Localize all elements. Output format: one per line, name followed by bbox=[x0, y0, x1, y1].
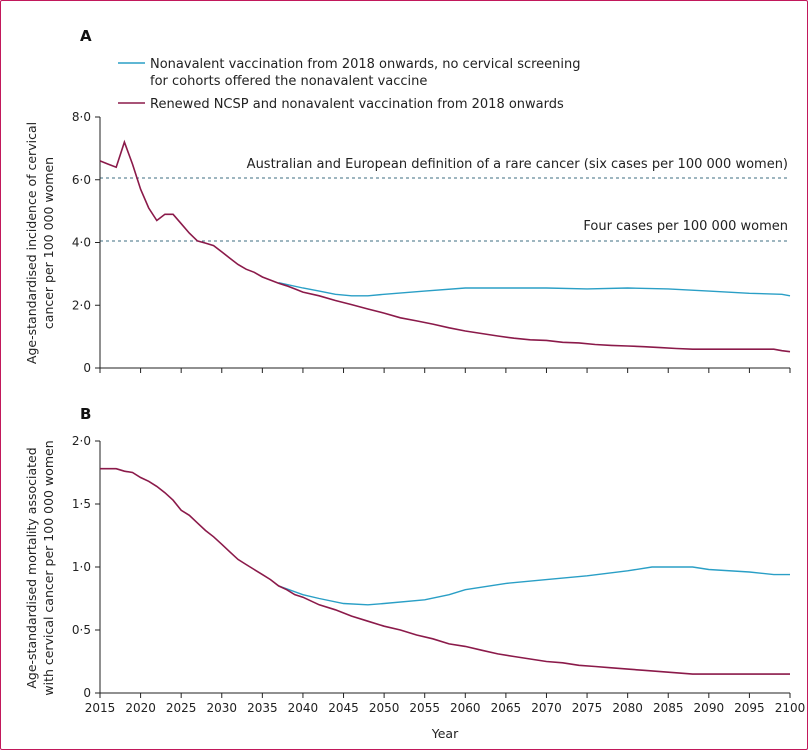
reference-label-rare-cancer: Australian and European definition of a … bbox=[247, 157, 788, 172]
panel-b-xtick-16: 2095 bbox=[734, 701, 765, 715]
panel-b-xtick-2: 2025 bbox=[166, 701, 197, 715]
panel-b-xtick-0: 2015 bbox=[85, 701, 116, 715]
panel-a-label: A bbox=[80, 27, 92, 45]
legend-label-renewed-ncsp: Renewed NCSP and nonavalent vaccination … bbox=[150, 97, 564, 112]
panel-b-xtick-9: 2060 bbox=[450, 701, 481, 715]
panel-b-ytick-1: 0·5 bbox=[72, 623, 91, 637]
panel-a-ylabel-line1: Age-standardised incidence of cervical bbox=[24, 122, 39, 364]
panel-b-label: B bbox=[80, 405, 91, 423]
panel-b-xtick-13: 2080 bbox=[612, 701, 643, 715]
panel-b-xtick-17: 2100 bbox=[775, 701, 806, 715]
panel-a-ytick-1: 2·0 bbox=[72, 298, 91, 312]
panel-b-xtick-14: 2085 bbox=[653, 701, 684, 715]
panel-b-xtick-7: 2050 bbox=[369, 701, 400, 715]
legend-label-nonavalent-line1: Nonavalent vaccination from 2018 onwards… bbox=[150, 57, 581, 72]
series-line-nonavalent-incidence bbox=[278, 282, 791, 297]
panel-b-xtick-11: 2070 bbox=[531, 701, 562, 715]
panel-a-ytick-4: 8·0 bbox=[72, 110, 91, 124]
panel-a-ylabel-line2: cancer per 100 000 women bbox=[41, 157, 56, 329]
panel-b-xtick-1: 2020 bbox=[125, 701, 156, 715]
x-axis-label: Year bbox=[431, 726, 459, 741]
panel-b-xtick-15: 2090 bbox=[694, 701, 725, 715]
panel-b-ytick-4: 2·0 bbox=[72, 434, 91, 448]
panel-b-ytick-0: 0 bbox=[83, 686, 91, 700]
panel-b-xtick-12: 2075 bbox=[572, 701, 603, 715]
panel-b-xtick-10: 2065 bbox=[491, 701, 522, 715]
panel-b-ylabel-line2: with cervical cancer per 100 000 women bbox=[41, 440, 56, 695]
panel-b-ylabel-line1: Age-standardised mortality associated bbox=[24, 447, 39, 688]
panel-b-xtick-4: 2035 bbox=[247, 701, 278, 715]
series-line-renewed-ncsp-mortality bbox=[100, 467, 790, 675]
panel-a-ytick-2: 4·0 bbox=[72, 236, 91, 250]
panel-a-ytick-3: 6·0 bbox=[72, 173, 91, 187]
reference-label-four-cases: Four cases per 100 000 women bbox=[583, 219, 788, 234]
panel-a-chart: A Nonavalent vaccination from 2018 onwar… bbox=[24, 27, 791, 375]
panel-b-ytick-2: 1·0 bbox=[72, 560, 91, 574]
panel-b-xtick-6: 2045 bbox=[328, 701, 359, 715]
legend-label-nonavalent-line2: for cohorts offered the nonavalent vacci… bbox=[150, 74, 427, 89]
panel-b-xtick-3: 2030 bbox=[206, 701, 237, 715]
panel-b-ytick-3: 1·5 bbox=[72, 497, 91, 511]
panel-a-ytick-0: 0 bbox=[83, 361, 91, 375]
panel-b-chart: B Age-standardised mortality associated … bbox=[24, 405, 805, 741]
panel-b-xtick-5: 2040 bbox=[288, 701, 319, 715]
series-line-nonavalent-mortality bbox=[278, 566, 790, 606]
series-line-renewed-ncsp-incidence bbox=[99, 139, 791, 353]
panel-b-xtick-8: 2055 bbox=[409, 701, 440, 715]
